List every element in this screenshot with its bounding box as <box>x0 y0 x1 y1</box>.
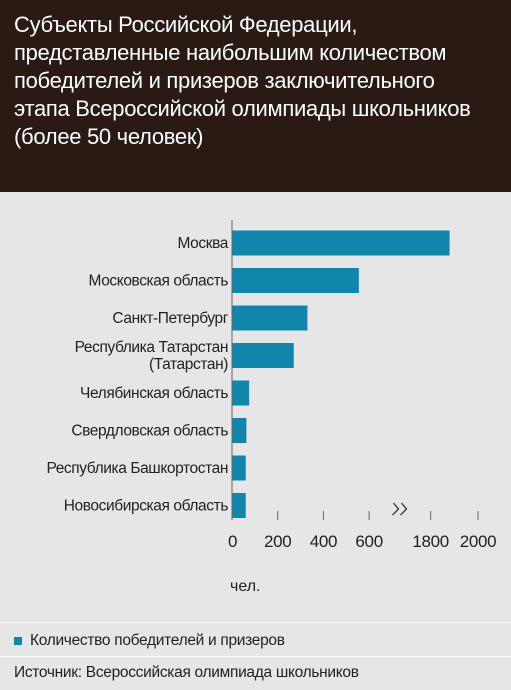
category-label-line: Московская область <box>89 273 229 290</box>
category-label: Челябинская область <box>80 385 228 402</box>
legend: Количество победителей и призеров <box>14 630 285 652</box>
bar-chart: Москва Московская область Санкт-Петербург Р… <box>0 192 511 622</box>
bar <box>232 380 250 406</box>
category-label-line: Республика Татарстан <box>75 339 228 356</box>
title-banner: Субъекты Российской Федерации, представл… <box>0 0 511 192</box>
x-tick-label: 1800 <box>412 532 449 551</box>
source-note: Источник: Всероссийская олимпиада школьн… <box>14 664 359 681</box>
bar <box>232 230 450 256</box>
x-tick-label: 400 <box>310 532 337 551</box>
bar <box>232 305 308 331</box>
category-label: Республика Башкортостан <box>46 460 228 477</box>
x-tick-label: 2000 <box>460 532 497 551</box>
source-divider <box>0 656 511 657</box>
bar <box>232 268 359 293</box>
category-label: Санкт-Петербург <box>112 310 228 327</box>
category-label-line: Республика Башкортостан <box>46 460 228 477</box>
bar <box>232 343 294 368</box>
legend-divider <box>0 622 511 623</box>
axis-break-mark <box>400 502 408 516</box>
category-label: Москва <box>177 235 228 252</box>
chart-canvas: Москва Московская область Санкт-Петербург Р… <box>46 220 497 595</box>
x-tick-label: 600 <box>355 532 382 551</box>
x-tick-label: 200 <box>264 532 291 551</box>
axis-break-mark <box>392 502 400 516</box>
category-label-line: Челябинская область <box>80 385 228 402</box>
category-label: Республика Татарстан (Татарстан) <box>75 339 229 373</box>
category-label: Новосибирская область <box>64 498 229 515</box>
category-label-line: Новосибирская область <box>64 498 229 515</box>
x-tick-label: 0 <box>228 532 237 551</box>
x-unit-label: чел. <box>230 578 260 595</box>
bar <box>232 455 246 481</box>
category-label: Московская область <box>89 273 229 290</box>
legend-label: Количество победителей и призеров <box>30 632 285 649</box>
legend-swatch <box>14 637 22 645</box>
category-label: Свердловская область <box>71 423 228 440</box>
category-label-line: Москва <box>177 235 228 252</box>
bar <box>232 493 246 518</box>
bar <box>232 418 247 443</box>
category-label-line: Санкт-Петербург <box>112 310 228 327</box>
category-label-line: (Татарстан) <box>149 356 228 373</box>
category-label-line: Свердловская область <box>71 423 228 440</box>
chart-title: Субъекты Российской Федерации, представл… <box>14 12 471 149</box>
